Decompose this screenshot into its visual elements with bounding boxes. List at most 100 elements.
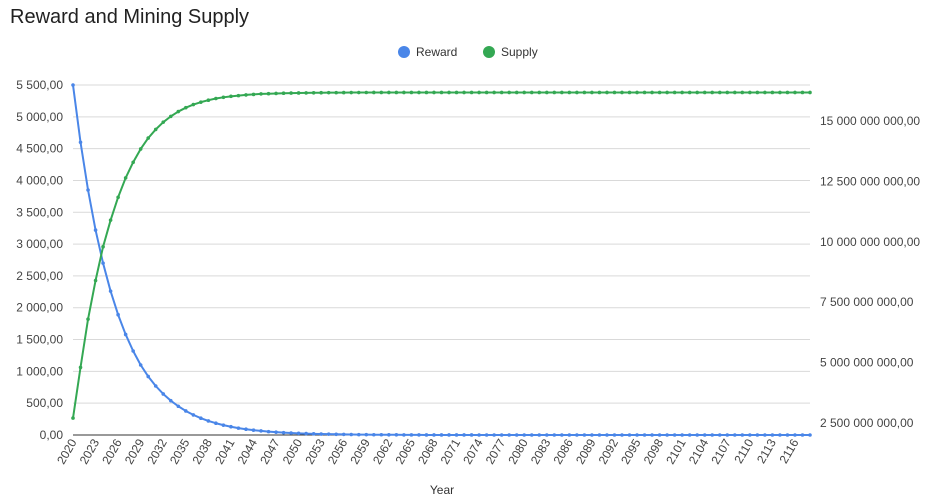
data-point-reward	[635, 433, 639, 437]
data-point-supply	[191, 102, 196, 107]
data-point-reward	[439, 433, 444, 437]
x-axis: 2020202320262029203220352038204120442047…	[54, 436, 802, 466]
data-point-supply	[808, 90, 812, 95]
data-point-supply	[575, 90, 579, 95]
data-point-supply	[108, 218, 113, 222]
data-point-supply	[755, 90, 760, 95]
x-tick-label: 2059	[347, 436, 373, 466]
data-point-reward	[560, 433, 564, 437]
chart-title: Reward and Mining Supply	[10, 6, 250, 28]
data-point-reward	[289, 431, 293, 435]
data-point-supply	[484, 90, 489, 95]
data-point-reward	[620, 433, 624, 437]
grid	[73, 84, 810, 436]
data-point-supply	[537, 90, 542, 95]
data-point-reward	[214, 421, 218, 426]
data-point-supply	[462, 90, 466, 95]
data-point-reward	[454, 433, 459, 437]
x-tick-label: 2038	[189, 436, 215, 466]
data-point-supply	[387, 90, 391, 95]
x-tick-label: 2101	[663, 436, 689, 466]
x-tick-label: 2107	[708, 436, 734, 466]
x-tick-label: 2104	[686, 436, 712, 466]
data-point-reward	[575, 433, 579, 437]
data-point-supply	[334, 90, 339, 95]
data-point-supply	[138, 147, 143, 151]
data-point-reward	[484, 433, 489, 437]
legend-label-reward: Reward	[416, 45, 457, 59]
data-point-reward	[402, 433, 406, 437]
data-point-supply	[657, 90, 662, 95]
data-point-supply	[499, 90, 504, 95]
data-point-reward	[597, 433, 602, 437]
data-point-supply	[206, 98, 211, 103]
data-point-supply	[296, 91, 301, 95]
data-point-reward	[417, 433, 421, 437]
data-point-supply	[725, 90, 730, 95]
data-point-reward	[424, 433, 429, 437]
data-point-supply	[507, 90, 511, 95]
data-point-reward	[657, 433, 662, 437]
data-point-reward	[687, 433, 692, 437]
data-point-supply	[123, 176, 128, 180]
y2-tick-label: 2 500 000 000,00	[820, 416, 914, 430]
data-point-reward	[244, 427, 248, 432]
data-point-supply	[785, 90, 790, 95]
data-point-reward	[552, 433, 557, 437]
data-point-supply	[251, 92, 256, 97]
data-point-supply	[116, 195, 120, 200]
data-point-reward	[650, 433, 654, 437]
data-point-supply	[146, 136, 150, 140]
data-point-reward	[642, 433, 647, 437]
data-point-supply	[394, 90, 399, 95]
data-point-reward	[469, 433, 474, 437]
y2-tick-label: 7 500 000 000,00	[820, 295, 914, 309]
y-tick-label: 5 500,00	[16, 78, 63, 92]
data-point-supply	[244, 93, 248, 97]
x-tick-label: 2074	[460, 436, 486, 466]
data-point-supply	[793, 90, 797, 95]
data-point-reward	[514, 433, 519, 437]
data-point-reward	[808, 433, 812, 437]
data-point-supply	[522, 90, 527, 95]
data-point-supply	[409, 90, 414, 95]
data-point-reward	[733, 433, 737, 437]
data-point-supply	[702, 90, 707, 95]
data-point-supply	[168, 114, 173, 119]
y-tick-label: 2 000,00	[16, 301, 63, 315]
data-point-reward	[387, 433, 391, 437]
data-point-reward	[281, 430, 286, 435]
data-point-supply	[733, 90, 737, 95]
data-point-supply	[492, 90, 496, 95]
data-point-reward	[800, 433, 805, 437]
data-point-reward	[153, 384, 158, 388]
data-point-supply	[432, 90, 436, 95]
x-tick-label: 2083	[528, 436, 554, 466]
data-point-supply	[717, 90, 722, 95]
data-point-reward	[680, 433, 684, 437]
data-point-supply	[221, 95, 226, 100]
x-tick-label: 2113	[754, 436, 779, 466]
data-point-supply	[627, 90, 632, 95]
data-point-supply	[417, 90, 421, 95]
data-point-supply	[710, 90, 715, 95]
y-tick-label: 3 500,00	[16, 205, 63, 219]
data-point-supply	[740, 90, 745, 95]
data-point-reward	[627, 433, 632, 437]
data-point-supply	[349, 90, 354, 95]
data-point-supply	[71, 416, 75, 420]
data-point-supply	[650, 90, 654, 95]
data-point-reward	[372, 432, 376, 437]
y2-tick-label: 5 000 000 000,00	[820, 356, 914, 370]
data-point-reward	[304, 431, 308, 436]
data-point-supply	[514, 90, 519, 95]
data-point-supply	[319, 90, 323, 95]
series-reward	[71, 83, 812, 437]
data-point-supply	[176, 109, 181, 114]
data-point-supply	[672, 90, 677, 95]
data-point-reward	[590, 433, 594, 437]
data-point-supply	[544, 90, 549, 95]
legend-marker-supply	[483, 46, 495, 58]
data-point-supply	[131, 160, 135, 165]
x-tick-label: 2110	[731, 436, 756, 466]
